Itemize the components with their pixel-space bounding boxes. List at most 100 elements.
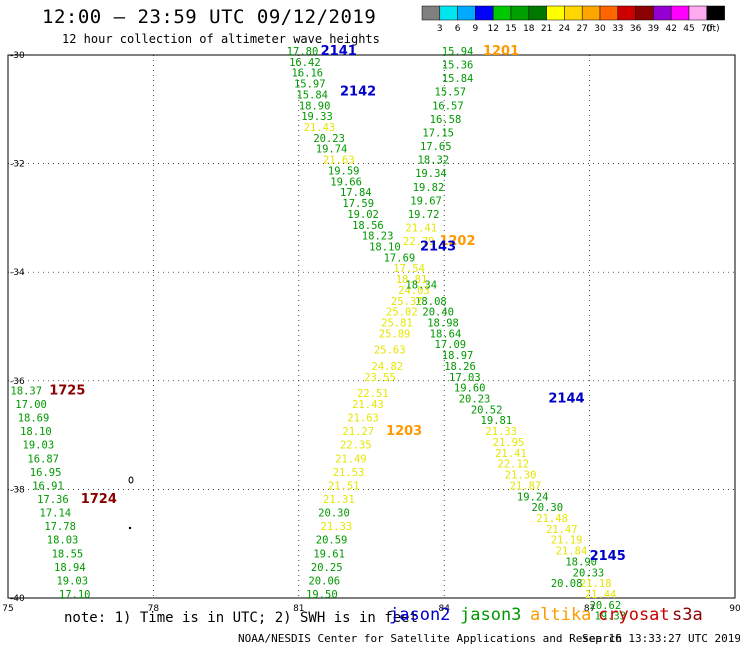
colorbar-label: 30 <box>594 24 606 34</box>
wave-height-value: 18.94 <box>54 562 86 574</box>
wave-height-value: 20.62 <box>590 600 622 612</box>
wave-height-value: 17.54 <box>393 263 425 275</box>
wave-height-value: 19.34 <box>415 168 447 180</box>
pass-number-label: 2144 <box>548 392 584 407</box>
wave-height-value: 15.84 <box>296 89 328 101</box>
wave-height-value: 16.57 <box>432 100 464 112</box>
cryosat-track-1725: 18.3717.0018.6918.1019.0316.8716.9516.91… <box>10 385 90 601</box>
wave-height-value: 21.53 <box>333 467 365 479</box>
wave-height-value: 18.23 <box>362 231 394 243</box>
wave-height-value: 18.98 <box>427 318 459 330</box>
wave-height-value: 21.44 <box>585 589 617 601</box>
wave-height-value: 17.15 <box>422 127 454 139</box>
island-marker <box>128 526 132 530</box>
wave-height-value: 17.10 <box>59 589 91 601</box>
colorbar-label: 24 <box>559 24 571 34</box>
lat-tick-label: -34 <box>10 268 25 278</box>
pass-number-label: 2145 <box>590 549 626 564</box>
wave-height-value: 21.19 <box>551 535 583 547</box>
map-frame <box>7 54 736 599</box>
pass-number-label: 1202 <box>439 234 475 249</box>
wave-height-value: 18.90 <box>565 556 597 568</box>
wave-height-value: 20.25 <box>311 562 343 574</box>
pass-number-label: 2142 <box>340 85 376 100</box>
wave-height-value: 15.57 <box>435 87 467 99</box>
wave-height-value: 18.90 <box>299 100 331 112</box>
wave-height-value: 16.91 <box>32 480 64 492</box>
wave-height-value: 19.03 <box>23 440 55 452</box>
island-marker <box>128 476 134 484</box>
wave-height-value: 19.33 <box>301 111 333 123</box>
wave-height-value: 21.33 <box>321 521 353 533</box>
wave-height-value: 19.61 <box>313 548 345 560</box>
wave-height-value: 20.52 <box>471 404 503 416</box>
wave-height-value: 25.02 <box>386 307 418 319</box>
colorbar-label: 9 <box>473 24 479 34</box>
colorbar-legend: 3 6 9 12 15 18 21 24 27 30 33 36 39 42 45 70(ft) <box>421 5 725 34</box>
wave-height-value: 20.23 <box>313 133 345 145</box>
wave-height-value: 22.51 <box>357 388 389 400</box>
wave-height-value: 25.63 <box>374 345 406 357</box>
wave-height-value: 21.63 <box>323 155 355 167</box>
credit-line: NOAA/NESDIS Center for Satellite Applica… <box>238 632 623 645</box>
lon-tick-label: 78 <box>148 604 160 614</box>
wave-height-value: 17.80 <box>287 46 319 58</box>
wave-height-value: 18.69 <box>18 413 50 425</box>
wave-height-value: 22.12 <box>498 459 530 471</box>
wave-height-value: 19.03 <box>56 575 88 587</box>
wave-height-value: 25.37 <box>391 296 423 308</box>
wave-height-value: 21.33 <box>485 426 517 438</box>
wave-height-value: 18.10 <box>369 241 401 253</box>
colorbar-label: 12 <box>487 24 498 34</box>
wave-height-value: 20.30 <box>531 502 563 514</box>
wave-height-value: 21.95 <box>493 437 525 449</box>
colorbar-label: 6 <box>455 24 461 34</box>
wave-height-value: 15.36 <box>442 60 474 72</box>
wave-height-value: 16.58 <box>430 114 462 126</box>
lat-tick-label: -38 <box>10 485 25 495</box>
wave-height-value: 18.56 <box>352 220 384 232</box>
pass-number-label: 1725 <box>49 383 85 398</box>
wave-height-value: 21.18 <box>580 578 612 590</box>
wave-height-value: 21.51 <box>328 480 360 492</box>
legend-jason3: jason3 <box>460 605 522 625</box>
wave-height-value: 18.32 <box>418 155 450 167</box>
jason3-track-2143: 18.34 18.0820.4018.9818.6417.0918.9718.26… <box>405 279 512 427</box>
map-subtitle: 12 hour collection of altimeter wave hei… <box>62 32 380 46</box>
colorbar-unit: (ft) <box>706 24 720 34</box>
pass-number-label: 1724 <box>81 492 117 507</box>
wave-height-value: 17.00 <box>15 399 47 411</box>
wave-height-value: 20.06 <box>308 575 340 587</box>
wave-height-value: 19.81 <box>481 415 513 427</box>
lon-tick-label: 75 <box>2 604 13 614</box>
legend-s3a: s3a <box>672 605 703 625</box>
wave-height-value: 20.30 <box>318 508 350 520</box>
wave-height-value: 21.43 <box>352 399 384 411</box>
colorbar-label: 27 <box>576 24 587 34</box>
wave-height-value: 18.03 <box>47 535 79 547</box>
wave-height-value: 18.26 <box>444 361 476 373</box>
wave-height-value: 17.36 <box>37 494 69 506</box>
pass-number-label: 2143 <box>420 239 456 254</box>
wave-height-value: 22.79 <box>403 236 435 248</box>
wave-height-value: 18.64 <box>430 328 462 340</box>
legend-altika: altika <box>530 605 592 625</box>
wave-height-value: 18.81 <box>396 274 428 286</box>
wave-height-value: 20.08 <box>551 578 583 590</box>
pass-number-label: 2141 <box>321 44 357 59</box>
lon-tick-label: 90 <box>729 604 740 614</box>
wave-height-value: 19.67 <box>410 195 442 207</box>
colorbar-label: 3 <box>437 24 443 34</box>
wave-height-value: 19.24 <box>517 491 549 503</box>
wave-height-value: 19.60 <box>454 383 486 395</box>
timestamp: Sep 16 13:33:27 UTC 2019 <box>582 632 740 645</box>
wave-height-value: 15.97 <box>294 79 326 91</box>
lon-tick-label: 84 <box>438 604 450 614</box>
wave-height-value: 20.33 <box>573 567 605 579</box>
